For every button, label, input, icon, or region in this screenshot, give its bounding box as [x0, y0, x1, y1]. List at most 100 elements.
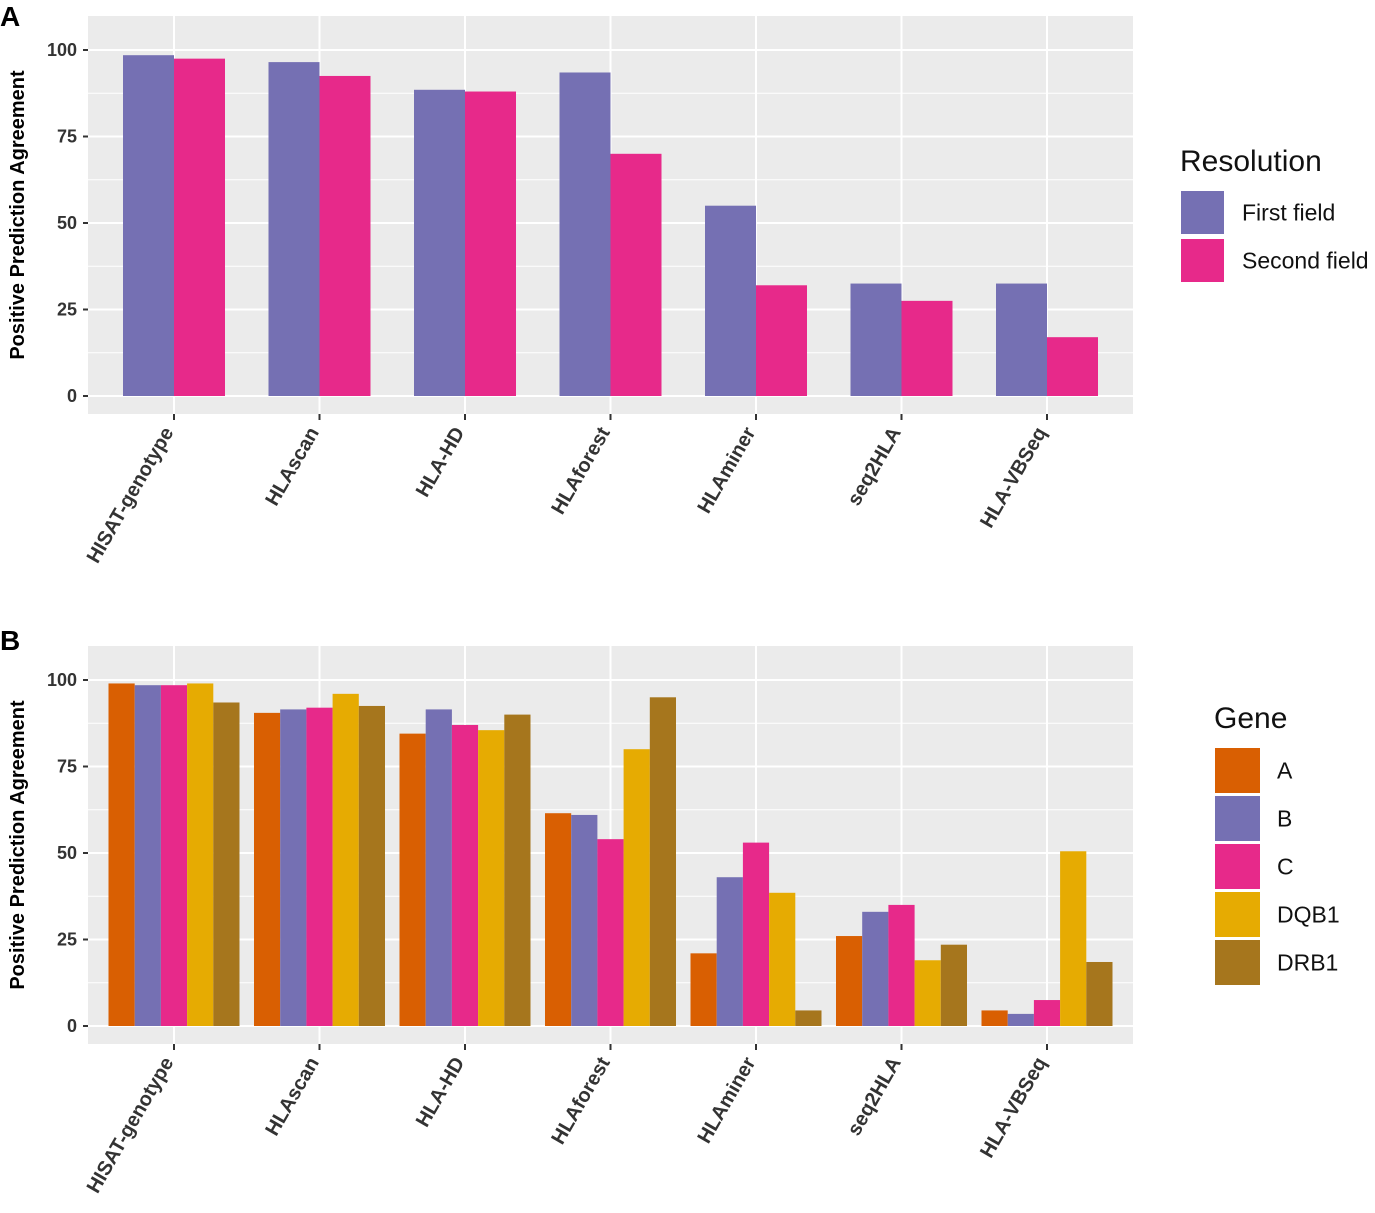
- bar-second-field-hlaminer: [756, 285, 807, 396]
- bar-c-hlaminer: [742, 842, 770, 1026]
- y-tick-label: 0: [67, 386, 77, 406]
- y-tick-label: 100: [47, 40, 77, 60]
- y-tick-label: 25: [57, 930, 77, 950]
- panel-a-y-axis-title: Positive Prediction Agreement: [7, 70, 29, 360]
- panel-b-bars: [108, 683, 1113, 1026]
- bar-c-seq2hla: [888, 904, 915, 1026]
- bar-c-hlascan: [306, 707, 333, 1026]
- bar-b-hla-hd: [425, 709, 452, 1026]
- bar-first-field-seq2hla: [850, 283, 902, 396]
- bar-drb1-hlaminer: [795, 1010, 822, 1026]
- x-tick-label: HLAminer: [693, 1053, 760, 1147]
- panel-b-legend: Gene ABC DQB1 DRB1: [1213, 702, 1340, 987]
- legend-key-second-field: [1179, 237, 1226, 284]
- bar-b-hisat-genotype: [134, 685, 161, 1026]
- bar-first-field-hlaforest: [559, 72, 611, 397]
- y-tick-label: 50: [57, 213, 77, 233]
- panel-a-label: A: [0, 1, 20, 32]
- bar-b-hlascan: [280, 709, 307, 1026]
- y-tick-label: 100: [47, 670, 77, 690]
- bar-dqb1-hisat-genotype: [187, 683, 214, 1026]
- bar-dqb1-hla-vbseq: [1060, 851, 1087, 1026]
- bar-second-field-hla-hd: [465, 91, 516, 397]
- bar-second-field-hla-vbseq: [1047, 337, 1098, 396]
- x-tick-label: HLA-HD: [412, 424, 469, 501]
- bar-drb1-hlaforest: [649, 697, 676, 1026]
- bar-first-field-hlaminer: [705, 205, 756, 396]
- x-tick-label: HLAforest: [547, 1053, 615, 1148]
- bar-dqb1-hlaforest: [623, 749, 650, 1026]
- bar-a-hla-vbseq: [981, 1010, 1008, 1026]
- bar-c-hisat-genotype: [160, 685, 188, 1026]
- legend-label-drb1: DRB1: [1277, 950, 1338, 976]
- bar-dqb1-seq2hla: [914, 960, 941, 1026]
- legend-label-dqb1: DQB1: [1277, 902, 1340, 928]
- bar-a-seq2hla: [836, 936, 863, 1026]
- bar-b-hlaforest: [571, 814, 598, 1026]
- bar-drb1-hlascan: [358, 705, 385, 1026]
- y-tick-label: 75: [57, 757, 77, 777]
- bar-drb1-seq2hla: [940, 944, 967, 1026]
- bar-second-field-hisat-genotype: [174, 58, 225, 397]
- x-tick-label: seq2HLA: [843, 424, 905, 510]
- legend-key-drb1: [1213, 938, 1262, 987]
- panel-a-legend: Resolution First field Second field: [1179, 145, 1369, 284]
- bar-c-hla-vbseq: [1033, 1000, 1061, 1026]
- legend-label-c: C: [1277, 854, 1294, 880]
- bar-c-hlaforest: [597, 839, 624, 1026]
- x-tick-label: HISAT-genotype: [83, 424, 179, 567]
- bar-first-field-hlascan: [268, 62, 320, 397]
- panel-a: A 0 25 50 75 100 HISAT-genotype HLAscan HLA-HD H…: [0, 1, 1369, 567]
- bar-first-field-hisat-genotype: [123, 55, 174, 396]
- y-tick-label: 50: [57, 843, 77, 863]
- panel-a-bars: [123, 55, 1098, 397]
- legend-key-a: [1213, 746, 1262, 795]
- legend-key-c: [1213, 842, 1262, 891]
- bar-second-field-hlascan: [319, 75, 371, 396]
- bar-b-seq2hla: [862, 911, 889, 1026]
- bar-drb1-hisat-genotype: [213, 702, 240, 1026]
- bar-first-field-hla-hd: [414, 89, 465, 396]
- x-tick-label: HLAminer: [693, 423, 760, 517]
- bar-dqb1-hlaminer: [769, 892, 796, 1026]
- bar-dqb1-hla-hd: [478, 730, 505, 1026]
- legend-key-dqb1: [1213, 890, 1262, 939]
- bar-b-hla-vbseq: [1007, 1013, 1034, 1026]
- y-tick-label: 75: [57, 127, 77, 147]
- bar-drb1-hla-hd: [504, 714, 531, 1026]
- bar-a-hla-hd: [399, 733, 426, 1026]
- bar-b-hlaminer: [716, 877, 743, 1026]
- x-tick-label: HLA-VBSeq: [976, 424, 1051, 532]
- panel-b-y-axis-title: Positive Prediction Agreement: [7, 700, 29, 990]
- legend-key-first-field: [1179, 189, 1226, 236]
- bar-c-hla-hd: [451, 724, 479, 1026]
- y-tick-label: 25: [57, 300, 77, 320]
- legend-label-a: A: [1277, 758, 1293, 784]
- x-tick-label: HLAscan: [261, 424, 323, 510]
- x-tick-label: seq2HLA: [843, 1054, 905, 1140]
- bar-drb1-hla-vbseq: [1086, 961, 1113, 1026]
- legend-a-title: Resolution: [1180, 145, 1322, 178]
- bar-a-hlaminer: [690, 953, 717, 1026]
- panel-b: B 0 25 50 75 100 HISAT-genotype HLAscan HLA-HD H…: [0, 625, 1340, 1197]
- legend-label-second-field: Second field: [1242, 248, 1369, 274]
- bar-a-hlascan: [254, 712, 281, 1026]
- bar-dqb1-hlascan: [332, 693, 359, 1026]
- x-tick-label: HLAscan: [261, 1054, 323, 1140]
- panel-b-label: B: [0, 625, 20, 656]
- bar-first-field-hla-vbseq: [996, 283, 1047, 396]
- legend-b-title: Gene: [1214, 702, 1287, 735]
- x-tick-label: HLA-VBSeq: [976, 1054, 1051, 1162]
- y-tick-label: 0: [67, 1016, 77, 1036]
- x-tick-label: HLA-HD: [412, 1054, 469, 1131]
- bar-second-field-seq2hla: [901, 300, 953, 396]
- bar-a-hisat-genotype: [108, 683, 135, 1026]
- bar-a-hlaforest: [545, 813, 572, 1026]
- legend-label-first-field: First field: [1242, 200, 1335, 226]
- x-tick-label: HLAforest: [547, 423, 615, 518]
- x-tick-label: HISAT-genotype: [83, 1054, 179, 1197]
- legend-label-b: B: [1277, 806, 1292, 832]
- bar-second-field-hlaforest: [610, 153, 662, 396]
- legend-key-b: [1213, 794, 1262, 843]
